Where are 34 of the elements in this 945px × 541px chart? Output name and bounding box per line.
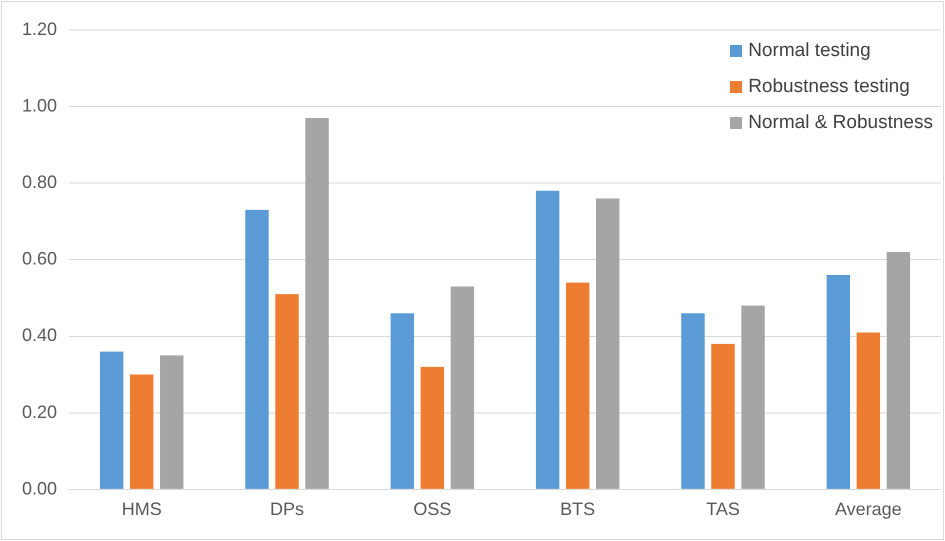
bar xyxy=(305,118,329,489)
y-tick-label: 0.60 xyxy=(22,248,58,269)
x-tick-label: Average xyxy=(834,499,902,520)
bar xyxy=(566,282,590,489)
bar xyxy=(450,286,474,489)
y-tick-label: 0.40 xyxy=(22,325,58,346)
x-tick-label: HMS xyxy=(122,499,162,520)
bar xyxy=(826,275,850,489)
legend-label: Normal testing xyxy=(748,40,871,62)
legend-label: Normal & Robustness xyxy=(748,112,933,134)
bar xyxy=(741,306,765,489)
bar xyxy=(681,313,705,489)
bar xyxy=(536,190,560,489)
y-tick-label: 0.20 xyxy=(22,402,58,422)
bar xyxy=(711,344,735,489)
bar xyxy=(130,374,154,489)
y-tick-label: 1.00 xyxy=(22,96,58,116)
bar xyxy=(420,366,444,489)
bar xyxy=(886,252,910,489)
legend-label: Robustness testing xyxy=(748,76,910,98)
x-tick-label: OSS xyxy=(413,499,452,520)
y-tick-label: 1.20 xyxy=(22,18,58,39)
y-tick-label: 0.80 xyxy=(22,172,58,192)
bar xyxy=(596,198,620,489)
bar xyxy=(856,332,880,489)
bar xyxy=(390,313,414,489)
bar xyxy=(160,355,184,489)
bar xyxy=(245,210,269,489)
x-tick-label: TAS xyxy=(706,499,740,520)
y-tick-label: 0.00 xyxy=(22,478,58,498)
bar xyxy=(275,294,299,489)
x-tick-label: BTS xyxy=(560,499,596,520)
bar xyxy=(100,352,124,489)
x-tick-label: DPs xyxy=(270,499,304,520)
